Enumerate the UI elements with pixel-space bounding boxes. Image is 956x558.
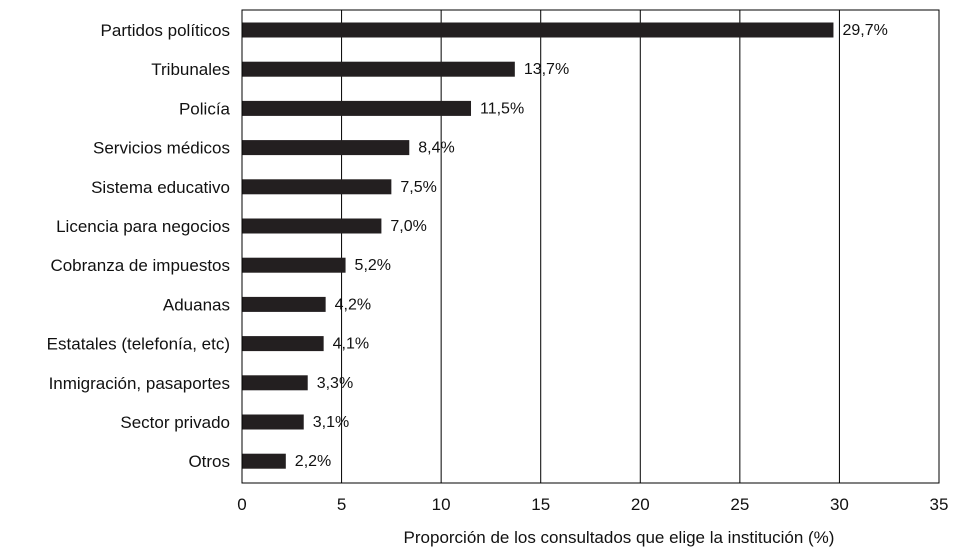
bar [242,336,324,352]
value-label: 13,7% [524,61,569,78]
bar [242,375,308,391]
x-tick-label: 15 [531,495,550,514]
bar [242,257,346,273]
value-label: 4,2% [335,296,371,313]
x-tick-label: 0 [237,495,246,514]
bar [242,296,326,312]
value-label: 8,4% [418,140,454,157]
bars-layer [242,22,834,469]
value-label: 7,0% [390,218,426,235]
value-label: 2,2% [295,453,331,470]
value-label: 3,1% [313,414,349,431]
x-tick-label: 10 [432,495,451,514]
value-label: 11,5% [480,100,524,117]
category-label: Sector privado [120,413,230,432]
bar [242,179,392,195]
category-label: Licencia para negocios [56,217,230,236]
value-label: 3,3% [317,375,353,392]
category-labels: Partidos políticos Tribunales Policía Servi… [47,21,231,471]
category-label: Estatales (telefonía, etc) [47,335,230,354]
value-label: 7,5% [400,179,436,196]
grid-layer [341,10,840,483]
x-tick-label: 5 [337,495,346,514]
x-axis-ticks: 0 5 10 15 20 25 30 35 [237,495,948,514]
bar [242,218,382,234]
x-tick-label: 25 [730,495,749,514]
category-label: Sistema educativo [91,178,230,197]
category-label: Aduanas [163,295,230,314]
x-tick-label: 30 [830,495,849,514]
category-label: Inmigración, pasaportes [49,374,230,393]
value-labels: 29,7% 13,7% 11,5% 8,4% 7,5% 7,0% 5,2% 4,2% 4,1% 3… [295,22,888,470]
value-label: 29,7% [842,22,887,39]
x-axis-title: Proporción de los consultados que elige … [404,528,835,547]
category-label: Tribunales [151,60,230,79]
value-label: 5,2% [355,257,391,274]
plot-frame [241,9,940,484]
bar [242,22,834,38]
value-label: 4,1% [333,336,369,353]
bar [242,100,472,116]
category-label: Cobranza de impuestos [50,256,230,275]
category-label: Policía [179,99,231,118]
category-label: Otros [188,452,230,471]
x-tick-label: 35 [930,495,949,514]
bar [242,140,410,156]
x-tick-label: 20 [631,495,650,514]
bar [242,61,515,77]
bar [242,453,286,469]
category-label: Partidos políticos [101,21,230,40]
category-label: Servicios médicos [93,139,230,158]
bar [242,414,304,430]
